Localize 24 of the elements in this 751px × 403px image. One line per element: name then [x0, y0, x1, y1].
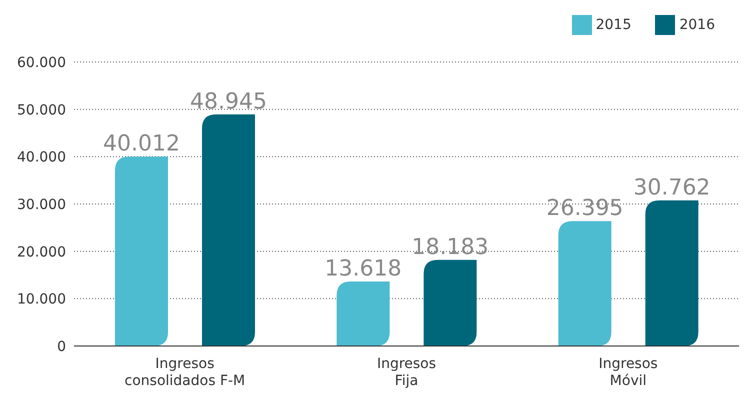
- data-label: 18.183: [412, 234, 489, 260]
- x-tick-label: Ingresos Móvil: [598, 356, 658, 389]
- y-tick-label: 0: [57, 338, 66, 355]
- bar: [115, 156, 168, 346]
- data-label: 30.762: [633, 175, 710, 200]
- y-tick-label: 10.000: [17, 292, 66, 308]
- bar: [202, 114, 255, 346]
- data-label: 40.012: [103, 132, 180, 157]
- bar: [645, 200, 698, 346]
- y-tick-label: 40.000: [17, 150, 66, 166]
- y-tick-label: 60.000: [17, 54, 66, 71]
- data-label: 48.945: [190, 89, 267, 114]
- data-label: 26.395: [546, 196, 624, 222]
- y-tick-label: 50.000: [17, 102, 66, 118]
- y-tick-label: 30.000: [17, 196, 66, 213]
- bar: [558, 221, 612, 346]
- legend-label: 2016: [679, 17, 715, 33]
- legend-label: 2015: [596, 17, 632, 33]
- x-tick-label: Ingresos consolidados F-M: [124, 356, 246, 389]
- bar: [424, 260, 477, 346]
- x-tick-label: Ingresos Fija: [376, 356, 436, 389]
- bar: [336, 282, 390, 346]
- data-label: 13.618: [324, 256, 402, 282]
- y-tick-label: 20.000: [17, 244, 66, 260]
